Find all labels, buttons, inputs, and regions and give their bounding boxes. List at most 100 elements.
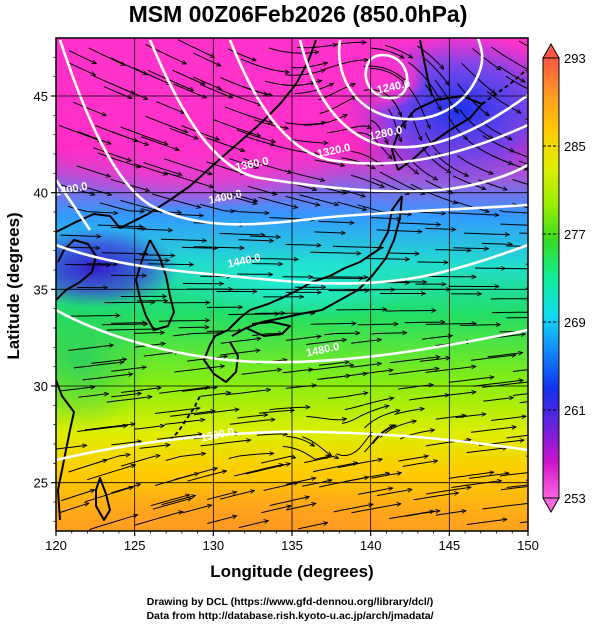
- streamline: [448, 212, 498, 215]
- streamline: [225, 390, 270, 396]
- streamline: [143, 162, 182, 175]
- streamline: [110, 323, 146, 324]
- warm-south: [56, 480, 510, 531]
- streamline: [364, 425, 394, 453]
- streamline: [344, 398, 394, 411]
- streamline: [111, 367, 146, 372]
- streamline: [282, 445, 330, 460]
- streamline: [206, 161, 245, 174]
- contour-1480: [56, 308, 528, 364]
- streamline: [335, 42, 366, 45]
- streamline: [336, 309, 386, 310]
- streamline: [120, 456, 160, 467]
- streamline: [473, 380, 523, 387]
- streamline: [318, 221, 354, 223]
- streamline: [297, 523, 327, 530]
- streamline: [165, 454, 205, 461]
- streamline: [154, 408, 200, 414]
- streamline: [256, 434, 287, 435]
- streamline: [178, 327, 209, 328]
- streamline: [387, 108, 401, 141]
- streamline: [399, 223, 440, 225]
- streamline: [136, 229, 172, 230]
- streamline: [491, 312, 528, 313]
- streamline: [435, 415, 466, 420]
- streamline: [97, 152, 141, 167]
- streamline: [234, 464, 283, 477]
- streamline: [258, 196, 298, 207]
- streamline: [220, 338, 261, 344]
- height-contours: [56, 38, 528, 462]
- y-tick-label: 25: [34, 476, 48, 491]
- streamline: [228, 453, 274, 459]
- streamline: [372, 425, 396, 445]
- streamline: [87, 465, 135, 481]
- contour-1400: [58, 39, 528, 226]
- streamline: [229, 420, 275, 425]
- streamline: [106, 397, 152, 403]
- streamline: [99, 202, 144, 212]
- streamline: [364, 410, 400, 429]
- streamline: [133, 333, 164, 334]
- streamline: [292, 139, 328, 143]
- x-tick-label: 120: [45, 538, 67, 553]
- streamline: [384, 44, 412, 57]
- streamline: [241, 370, 282, 375]
- streamline: [385, 311, 436, 312]
- streamline: [506, 317, 528, 319]
- contour-1360: [148, 39, 528, 193]
- streamline: [73, 101, 106, 115]
- streamline: [451, 481, 502, 488]
- streamline: [193, 52, 220, 66]
- streamline: [173, 83, 206, 98]
- grid-lines: [56, 38, 528, 531]
- streamline: [370, 119, 387, 144]
- streamline: [357, 324, 398, 325]
- streamline: [69, 316, 119, 317]
- streamline: [371, 473, 402, 479]
- streamline: [111, 441, 141, 446]
- streamline: [296, 45, 337, 49]
- streamline: [388, 253, 419, 254]
- streamline: [238, 240, 273, 241]
- streamline: [147, 264, 193, 265]
- cyan-tongue: [180, 250, 420, 320]
- streamline: [404, 322, 445, 323]
- streamline: [470, 355, 516, 361]
- streamline: [97, 225, 143, 227]
- streamline: [59, 387, 95, 392]
- streamline: [159, 387, 209, 394]
- streamline: [425, 487, 471, 495]
- chart-title: MSM 00Z06Feb2026 (850.0hPa): [129, 1, 468, 27]
- streamline: [110, 130, 149, 145]
- y-tick-label: 45: [34, 89, 48, 104]
- streamline: [181, 387, 217, 392]
- streamline: [60, 235, 101, 236]
- streamline: [304, 456, 338, 464]
- streamline: [471, 427, 516, 433]
- streamline: [219, 89, 261, 105]
- streamline: [318, 362, 349, 366]
- streamline: [419, 358, 450, 362]
- streamline: [150, 495, 190, 507]
- streamline: [56, 445, 87, 450]
- streamline: [314, 159, 344, 166]
- streamline: [306, 416, 346, 420]
- streamline: [498, 65, 525, 82]
- streamline: [299, 194, 338, 205]
- coastline-honshu: [209, 195, 403, 346]
- streamline: [110, 82, 148, 99]
- y-tick-label: 30: [34, 379, 48, 394]
- streamline: [302, 480, 331, 487]
- y-tick-label: 40: [34, 186, 48, 201]
- streamline: [285, 244, 321, 245]
- contour-1440: [56, 243, 528, 285]
- streamline: [243, 158, 291, 173]
- streamline: [336, 433, 372, 457]
- streamline: [84, 424, 135, 431]
- streamline: [398, 385, 433, 390]
- streamline: [506, 434, 528, 439]
- streamline: [193, 409, 239, 416]
- streamline: [227, 48, 256, 61]
